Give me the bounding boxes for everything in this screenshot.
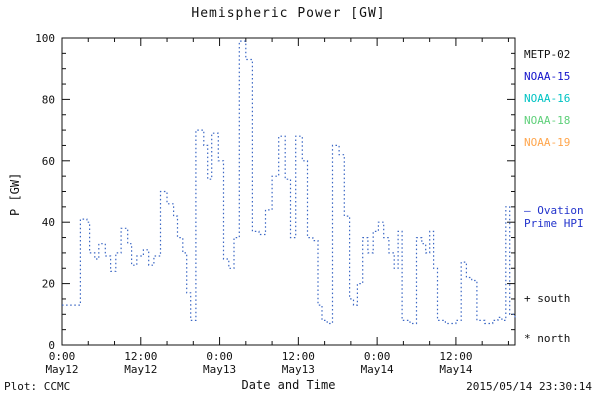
legend-marker-north: * north — [524, 332, 571, 345]
y-tick-label: 0 — [48, 339, 55, 352]
x-tick-time-label: 12:00 — [124, 350, 157, 363]
plot-frame — [61, 37, 516, 346]
legend-item-noaa18: NOAA-18 — [524, 114, 571, 127]
x-tick-date-label: May14 — [361, 363, 394, 376]
chart-title: Hemispheric Power [GW] — [191, 6, 386, 21]
hpi-step-line — [62, 40, 516, 325]
legend-ovation-line1: – Ovation — [524, 204, 584, 217]
legend-ovation-line2: Prime HPI — [524, 217, 584, 230]
x-tick-time-label: 0:00 — [49, 350, 76, 363]
x-tick-date-label: May12 — [45, 363, 78, 376]
x-tick-date-label: May14 — [439, 363, 472, 376]
x-tick-time-label: 0:00 — [206, 350, 233, 363]
y-tick-label: 20 — [42, 278, 55, 291]
x-tick-date-label: May12 — [124, 363, 157, 376]
x-tick-date-label: May13 — [282, 363, 315, 376]
x-tick-time-label: 12:00 — [439, 350, 472, 363]
y-tick-label: 40 — [42, 216, 55, 229]
y-tick-label: 60 — [42, 155, 55, 168]
legend-item-noaa15: NOAA-15 — [524, 70, 571, 83]
x-tick-time-label: 0:00 — [364, 350, 391, 363]
legend-marker-south: + south — [524, 292, 571, 305]
y-tick-label: 100 — [35, 32, 55, 45]
legend-item-noaa19: NOAA-19 — [524, 136, 571, 149]
legend-item-noaa16: NOAA-16 — [524, 92, 571, 105]
y-axis-label: P [GW] — [8, 172, 22, 216]
plot-source-label: Plot: CCMC — [4, 380, 71, 393]
x-tick-time-label: 12:00 — [282, 350, 315, 363]
legend-item-metp02: METP-02 — [524, 48, 571, 61]
x-tick-date-label: May13 — [203, 363, 236, 376]
plot-timestamp: 2015/05/14 23:30:14 — [466, 380, 592, 393]
y-tick-label: 80 — [42, 93, 55, 106]
x-axis-label: Date and Time — [241, 378, 336, 392]
